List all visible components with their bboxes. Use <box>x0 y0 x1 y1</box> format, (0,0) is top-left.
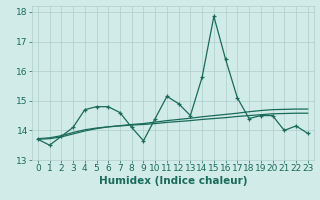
X-axis label: Humidex (Indice chaleur): Humidex (Indice chaleur) <box>99 176 247 186</box>
